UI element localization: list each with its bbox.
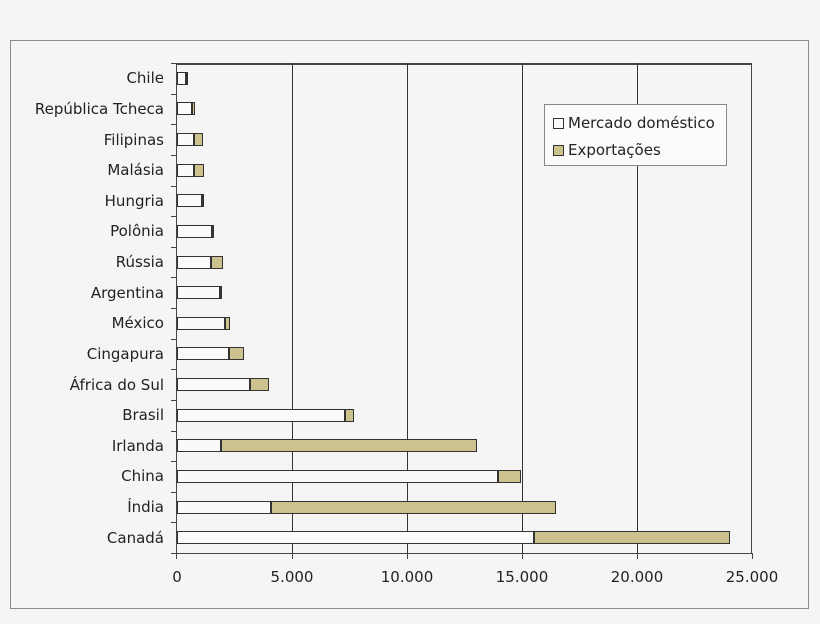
y-tick xyxy=(171,522,177,524)
y-tick xyxy=(171,246,177,248)
bar-exports xyxy=(250,378,269,392)
bar-exports xyxy=(194,163,204,177)
y-tick xyxy=(171,154,177,156)
plot-area xyxy=(177,63,752,553)
bar-domestic xyxy=(177,531,535,545)
y-tick xyxy=(171,553,177,554)
bar-exports xyxy=(211,255,223,269)
bar-domestic xyxy=(177,408,346,422)
bar-exports xyxy=(194,133,203,147)
y-category-label: China xyxy=(121,467,164,486)
x-axis xyxy=(176,553,753,554)
y-tick xyxy=(171,491,177,493)
y-category-label: Hungria xyxy=(104,191,164,210)
x-tick xyxy=(522,553,523,559)
y-category-label: Chile xyxy=(126,69,164,88)
y-tick xyxy=(171,277,177,279)
gridline xyxy=(292,63,293,553)
x-tick-label: 15.000 xyxy=(495,568,549,586)
y-category-label: Índia xyxy=(127,498,164,517)
bar-domestic xyxy=(177,500,271,514)
bar-domestic xyxy=(177,224,212,238)
legend-item-exports: Exportações xyxy=(553,141,661,159)
bar-exports xyxy=(228,347,244,361)
bar-domestic xyxy=(177,378,251,392)
y-category-label: México xyxy=(111,314,164,333)
y-category-label: Malásia xyxy=(107,161,164,180)
bar-exports xyxy=(211,224,215,238)
x-tick xyxy=(176,553,177,559)
y-tick xyxy=(171,399,177,401)
legend-swatch-exports xyxy=(553,144,564,156)
x-tick-label: 5.000 xyxy=(270,568,314,586)
bar-exports xyxy=(191,102,196,116)
y-tick xyxy=(171,369,177,371)
y-tick xyxy=(171,63,177,64)
x-tick-label: 20.000 xyxy=(610,568,664,586)
y-tick xyxy=(171,216,177,218)
y-category-label: Polônia xyxy=(110,222,164,241)
bar-exports xyxy=(534,531,731,545)
y-tick xyxy=(171,93,177,95)
bar-exports xyxy=(497,469,521,483)
y-category-label: Rússia xyxy=(115,253,164,272)
bar-exports xyxy=(185,71,189,85)
y-category-label: Cingapura xyxy=(86,344,164,363)
x-tick xyxy=(407,553,408,559)
y-tick xyxy=(171,338,177,340)
legend-item-domestic: Mercado doméstico xyxy=(553,114,715,132)
y-axis xyxy=(176,63,177,553)
bar-exports xyxy=(220,286,223,300)
gridline xyxy=(522,63,523,553)
bar-domestic xyxy=(177,194,203,208)
legend-label: Exportações xyxy=(568,141,661,159)
legend-swatch-domestic xyxy=(553,117,564,129)
bar-exports xyxy=(220,439,477,453)
bar-domestic xyxy=(177,163,195,177)
bar-domestic xyxy=(177,439,221,453)
bar-exports xyxy=(224,316,230,330)
bar-domestic xyxy=(177,316,225,330)
y-tick xyxy=(171,185,177,187)
bar-domestic xyxy=(177,286,221,300)
x-tick xyxy=(637,553,638,559)
legend: Mercado doméstico Exportações xyxy=(544,104,727,166)
y-category-label: África do Sul xyxy=(69,375,164,394)
y-category-label: Brasil xyxy=(122,406,164,425)
gridline xyxy=(407,63,408,553)
gridline xyxy=(637,63,638,553)
bar-domestic xyxy=(177,102,192,116)
bar-domestic xyxy=(177,469,498,483)
bar-domestic xyxy=(177,133,195,147)
x-tick xyxy=(752,553,753,559)
bar-domestic xyxy=(177,71,186,85)
bar-exports xyxy=(345,408,354,422)
x-tick-label: 10.000 xyxy=(380,568,434,586)
bar-domestic xyxy=(177,347,229,361)
x-tick-label: 0 xyxy=(172,568,182,586)
y-tick xyxy=(171,430,177,432)
legend-label: Mercado doméstico xyxy=(568,114,715,132)
y-tick xyxy=(171,461,177,463)
y-tick xyxy=(171,124,177,126)
y-tick xyxy=(171,308,177,309)
x-tick-label: 25.000 xyxy=(725,568,779,586)
y-category-label: Filipinas xyxy=(103,130,164,149)
y-category-label: Irlanda xyxy=(111,436,164,455)
y-category-label: República Tcheca xyxy=(34,99,164,118)
bar-exports xyxy=(270,500,557,514)
bar-exports xyxy=(202,194,205,208)
x-tick xyxy=(292,553,293,559)
y-category-label: Argentina xyxy=(90,283,164,302)
bar-domestic xyxy=(177,255,212,269)
y-category-label: Canadá xyxy=(106,528,164,547)
